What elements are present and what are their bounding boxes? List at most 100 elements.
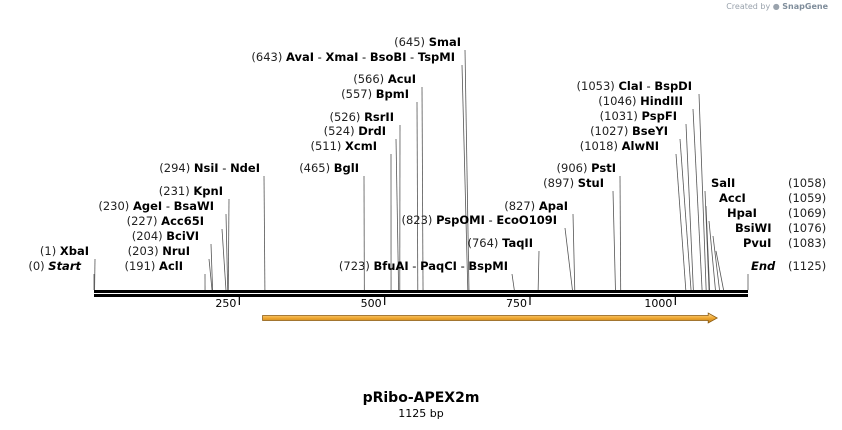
enzyme-bsobi: BsoBI <box>370 50 407 64</box>
plasmid-name: pRibo-APEX2m <box>362 390 480 406</box>
site-position: (526) <box>329 110 364 124</box>
enzyme-alwni: AlwNI <box>622 139 659 153</box>
site-position: (897) <box>543 176 578 190</box>
tick-label-1000: 1000 <box>644 297 672 310</box>
site-label-bcivi[interactable]: (204) BciVI <box>132 229 199 243</box>
enzyme-agei: AgeI <box>133 199 162 213</box>
leader-bsiwi <box>712 235 720 291</box>
enzyme-acui: AcuI <box>388 72 416 86</box>
feature-arrow[interactable] <box>262 312 719 324</box>
leader-pvui <box>715 250 724 291</box>
site-label-hpai[interactable]: HpaI <box>727 206 757 220</box>
tick-label-250: 250 <box>215 297 236 310</box>
site-label-bgli[interactable]: (465) BglI <box>299 161 359 175</box>
site-position: (764) <box>467 236 502 250</box>
site-label-nrui[interactable]: (203) NruI <box>128 244 190 258</box>
site-label-alwni[interactable]: (1018) AlwNI <box>580 139 659 153</box>
site-label-end[interactable]: End <box>751 259 776 273</box>
site-label-bseyi[interactable]: (1027) BseYI <box>590 124 668 138</box>
site-label-rsrii[interactable]: (526) RsrII <box>329 110 394 124</box>
enzyme-bsawi: BsaWI <box>174 199 214 213</box>
enzyme-end: End <box>751 259 776 273</box>
site-position: (227) <box>127 214 162 228</box>
site-label-pspfi[interactable]: (1031) PspFI <box>600 109 677 123</box>
site-position: (827) <box>504 199 539 213</box>
leader-acc65i <box>221 228 227 291</box>
name-separator: - <box>162 199 173 213</box>
site-label-hindiii[interactable]: (1046) HindIII <box>598 94 683 108</box>
enzyme-kpni: KpnI <box>193 184 223 198</box>
site-position: (0) <box>28 259 48 273</box>
site-leader-lines <box>93 49 749 291</box>
site-position: (294) <box>159 161 194 175</box>
enzyme-xmai: XmaI <box>325 50 358 64</box>
enzyme-stui: StuI <box>578 176 604 190</box>
site-label-nsii-ndei[interactable]: (294) NsiI - NdeI <box>159 161 260 175</box>
enzyme-taqii: TaqII <box>502 236 533 250</box>
enzyme-bseyi: BseYI <box>632 124 668 138</box>
enzyme-avai: AvaI <box>286 50 314 64</box>
site-label-drdi[interactable]: (524) DrdI <box>324 124 386 138</box>
site-position-sali: (1058) <box>788 176 826 190</box>
enzyme-hindiii: HindIII <box>640 94 683 108</box>
leader-bcivi <box>210 243 213 291</box>
site-label-acui[interactable]: (566) AcuI <box>353 72 416 86</box>
site-label-agei-bsawi[interactable]: (230) AgeI - BsaWI <box>98 199 214 213</box>
site-position-pvui: (1083) <box>788 236 826 250</box>
site-label-clai-bspdi[interactable]: (1053) ClaI - BspDI <box>577 79 692 93</box>
leader-hindiii <box>692 108 703 291</box>
site-label-avai-xmai-bsobi-tspmi[interactable]: (643) AvaI - XmaI - BsoBI - TspMI <box>251 50 455 64</box>
tick-label-750: 750 <box>506 297 527 310</box>
enzyme-start: Start <box>48 259 81 273</box>
leader-bfuai-paqci-bspmi <box>511 273 515 291</box>
site-position: (1) <box>40 244 60 258</box>
site-label-acc65i[interactable]: (227) Acc65I <box>127 214 204 228</box>
leader-hpai <box>708 220 716 291</box>
site-label-kpni[interactable]: (231) KpnI <box>159 184 223 198</box>
feature-arrow-shape[interactable] <box>262 312 719 324</box>
enzyme-bgli: BglI <box>334 161 359 175</box>
enzyme-smai: SmaI <box>429 35 461 49</box>
leader-avai-xmai-bsobi-tspmi <box>461 64 469 291</box>
site-label-bfuai-paqci-bspmi[interactable]: (723) BfuAI - PaqCI - BspMI <box>339 259 508 273</box>
site-label-apai[interactable]: (827) ApaI <box>504 199 568 213</box>
name-separator: - <box>219 161 230 175</box>
enzyme-bfuai: BfuAI <box>374 259 409 273</box>
site-label-smai[interactable]: (645) SmaI <box>394 35 461 49</box>
site-label-psti[interactable]: (906) PstI <box>557 161 616 175</box>
enzyme-sali: SalI <box>711 176 735 190</box>
site-position: (1046) <box>598 94 640 108</box>
site-label-acci[interactable]: AccI <box>719 191 746 205</box>
enzyme-nrui: NruI <box>162 244 190 258</box>
site-position-acci: (1059) <box>788 191 826 205</box>
site-label-bpmi[interactable]: (557) BpmI <box>341 87 409 101</box>
site-label-stui[interactable]: (897) StuI <box>543 176 604 190</box>
site-label-xbai[interactable]: (1) XbaI <box>40 244 89 258</box>
site-label-taqii[interactable]: (764) TaqII <box>467 236 533 250</box>
leader-nrui <box>208 258 213 291</box>
site-position: (203) <box>128 244 163 258</box>
name-separator: - <box>358 50 369 64</box>
site-position: (645) <box>394 35 429 49</box>
site-label-pspomi-ecoo109i[interactable]: (823) PspOMI - EcoO109I <box>401 213 557 227</box>
site-label-pvui[interactable]: PvuI <box>743 236 771 250</box>
site-label-bsiwi[interactable]: BsiWI <box>735 221 772 235</box>
site-label-xcmi[interactable]: (511) XcmI <box>310 139 377 153</box>
leader-apai <box>572 213 576 291</box>
site-label-start[interactable]: (0) Start <box>28 259 81 273</box>
leader-acci <box>705 205 711 291</box>
enzyme-xbai: XbaI <box>60 244 89 258</box>
brand-prefix: Created by <box>726 2 771 11</box>
site-position: (1053) <box>577 79 619 93</box>
site-position: (511) <box>310 139 345 153</box>
enzyme-ndei: NdeI <box>230 161 260 175</box>
site-label-sali[interactable]: SalI <box>711 176 735 190</box>
enzyme-nsii: NsiI <box>194 161 219 175</box>
name-separator: - <box>314 50 325 64</box>
site-position: (906) <box>557 161 592 175</box>
site-label-acli[interactable]: (191) AclI <box>124 259 183 273</box>
name-separator: - <box>457 259 468 273</box>
site-position: (231) <box>159 184 194 198</box>
site-position: (723) <box>339 259 374 273</box>
enzyme-bcivi: BciVI <box>166 229 199 243</box>
